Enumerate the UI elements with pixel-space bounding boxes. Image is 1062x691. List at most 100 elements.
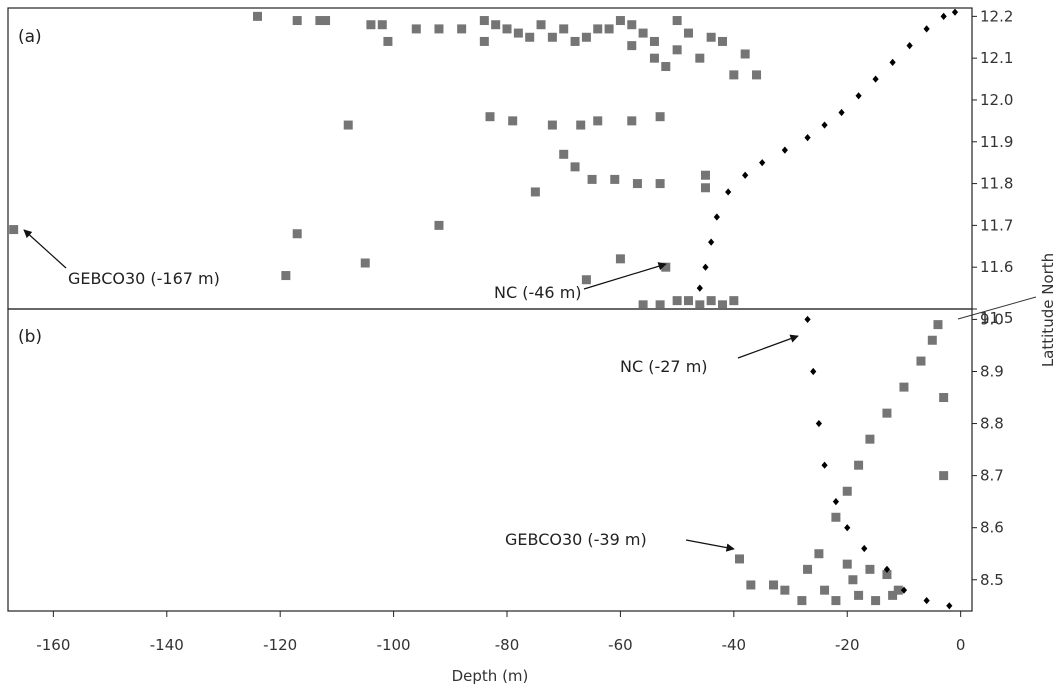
gebco-point-p1-1 [746,580,756,590]
gebco-point-p0-71 [729,296,739,306]
gebco-point-p1-21 [882,408,892,418]
gebco-point-p0-0 [9,225,19,235]
gebco-point-p0-69 [706,296,716,306]
gebco-point-p0-37 [729,70,739,80]
y-axis-title: Lattitude North [1039,253,1057,367]
gebco-point-p1-5 [803,564,813,574]
y-tick-label-1-0: 8.5 [980,571,1004,589]
panel-a-label: (a) [18,27,42,47]
panel-a-marks [9,9,959,308]
gebco-point-p1-24 [927,335,937,345]
gebco-point-p0-26 [627,41,637,51]
gebco-point-p0-52 [632,179,642,189]
gebco-point-p1-19 [854,460,864,470]
gebco-point-p0-28 [649,36,659,46]
gebco-point-p0-64 [638,300,648,308]
nc-point-p0-13 [889,58,896,66]
y-tick-label-0-6: 12.1 [980,49,1013,67]
annotation-a-nc-arrow [583,262,667,290]
y-tick-label-0-2: 11.7 [980,216,1013,234]
y-tick-label-1-1: 8.6 [980,519,1004,537]
gebco-point-p0-1 [253,11,263,21]
nc-point-p0-4 [725,188,732,196]
nc-point-p0-3 [713,213,720,221]
gebco-point-p0-50 [587,174,597,184]
x-tick-label-6: -40 [722,636,747,654]
gebco-point-p0-31 [672,16,682,26]
x-tick-label-5: -60 [608,636,633,654]
y-tick-label-0-4: 11.9 [980,133,1013,151]
annotation-a-nc: NC (-46 m) [494,262,667,302]
gebco-point-p0-42 [508,116,518,126]
gebco-point-p0-40 [343,120,353,130]
gebco-point-p0-8 [411,24,421,34]
gebco-point-p0-61 [615,254,625,264]
gebco-point-p0-24 [615,16,625,26]
gebco-point-p0-35 [706,32,716,42]
annotation-a-nc-text: NC (-46 m) [494,283,582,302]
gebco-point-p0-43 [547,120,557,130]
gebco-point-p0-7 [383,36,393,46]
nc-point-p0-10 [838,108,845,117]
nc-point-p1-10 [946,602,953,610]
annotation-b-nc: NC (-27 m) [620,334,799,376]
gebco-point-p0-65 [655,300,665,308]
x-axis: -160 -140 -120 -100 -80 -60 -40 -20 0 [36,611,965,654]
gebco-point-p0-36 [717,36,727,46]
gebco-point-p1-4 [797,596,807,606]
nc-point-p0-17 [951,9,959,16]
gebco-point-p0-39 [752,70,762,80]
nc-point-p0-16 [940,12,947,20]
x-tick-label-2: -120 [263,636,297,654]
gebco-point-p0-30 [661,62,671,72]
gebco-point-p0-25 [627,20,637,30]
gebco-point-p0-49 [570,162,580,172]
gebco-point-p0-56 [700,183,710,193]
panel-b-frame [7,308,973,612]
x-axis-title: Depth (m) [452,667,529,685]
gebco-point-p0-34 [695,53,705,63]
nc-point-p0-9 [821,121,828,129]
nc-point-p1-2 [815,419,822,428]
gebco-point-p1-7 [820,585,830,595]
y-tick-label-0-3: 11.8 [980,175,1013,193]
gebco-point-p0-38 [740,49,750,59]
gebco-point-p1-6 [814,549,824,559]
nc-point-p1-3 [821,461,828,469]
y-tick-label-0-1: 11.6 [980,258,1013,276]
gebco-point-p0-6 [377,20,387,30]
nc-point-p0-5 [742,171,749,179]
y-tick-label-1-4: 8.9 [980,362,1004,380]
nc-point-p0-14 [906,42,913,50]
gebco-point-p0-53 [655,179,665,189]
gebco-point-p0-13 [491,20,501,30]
gebco-point-p0-48 [559,149,569,159]
y-tick-label-1-3: 8.8 [980,415,1004,433]
gebco-point-p0-3 [315,16,325,26]
nc-point-p1-6 [861,544,868,553]
gebco-point-p1-16 [893,585,903,595]
panel-a-frame [7,7,973,310]
annotation-a-gebco-arrow [23,229,67,269]
gebco-point-p1-20 [865,434,875,444]
y-tick-label-1-5: 9.0 [980,310,1004,328]
gebco-point-p0-59 [360,258,370,268]
panel-connector-line [957,296,1037,320]
gebco-point-p0-15 [513,28,523,38]
gebco-point-p0-18 [547,32,557,42]
nc-point-p0-2 [708,238,715,246]
gebco-point-p1-9 [842,559,852,569]
gebco-point-p0-70 [717,300,727,308]
gebco-point-p1-12 [865,564,875,574]
gebco-point-p0-21 [581,32,591,42]
gebco-point-p0-22 [593,24,603,34]
panel-b-label: (b) [18,327,42,347]
gebco-point-p0-9 [434,24,444,34]
annotation-b-nc-text: NC (-27 m) [620,357,708,376]
panel-b-y-axis: 8.5 8.6 8.7 8.8 8.9 9.0 [972,310,1004,589]
y-tick-label-0-0: 11.5 [980,309,1013,327]
nc-point-p1-8 [900,586,908,594]
gebco-point-p0-10 [457,24,467,34]
nc-point-p0-1 [702,263,709,271]
